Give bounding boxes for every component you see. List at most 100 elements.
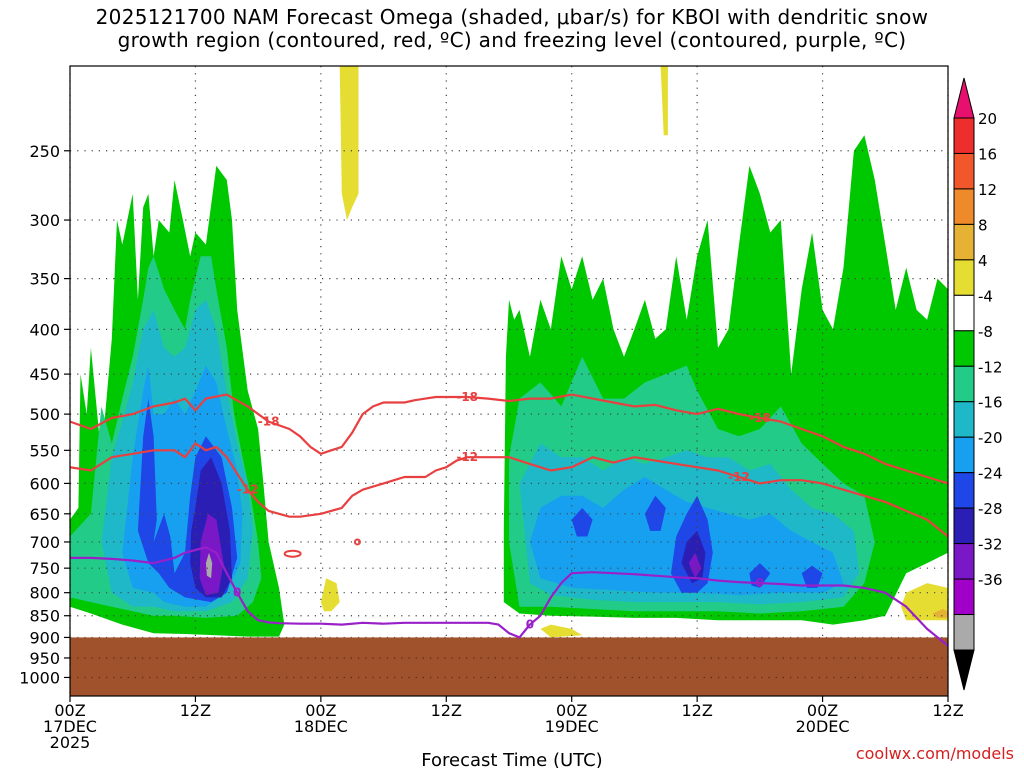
colorbar-box-1 xyxy=(953,152,975,190)
omega-band-plus4-top-right xyxy=(660,66,668,136)
ground-fill xyxy=(70,637,948,696)
colorbar: 20 16 12 8 4 -4 -8 -12 -16 -20 -24 -28 -32 -36 xyxy=(953,77,1003,691)
colorbar-box-5 xyxy=(953,294,975,332)
contour-label-0: 0 xyxy=(233,586,241,600)
site-credit[interactable]: coolwx.com/models xyxy=(855,744,1014,763)
x-tick-label-12-0: 12Z xyxy=(180,701,211,720)
y-tick-label-300: 300 xyxy=(29,211,60,230)
x-tick-label-0-2: 2025 xyxy=(50,733,91,752)
omega-band-plus4-top xyxy=(339,66,359,220)
omega-band-plus4-mid xyxy=(320,578,340,612)
plot-frame xyxy=(69,65,949,697)
y-tick-label-800: 800 xyxy=(29,584,60,603)
colorbar-label-8: -16 xyxy=(978,394,1003,412)
colorbar-box-4 xyxy=(953,259,975,296)
x-tick-label-48-1: 19DEC xyxy=(545,717,599,736)
omega-shading xyxy=(70,66,948,638)
omega-band-minus20-a xyxy=(571,507,593,537)
contour-blob-12 xyxy=(283,549,302,558)
y-tick-label-400: 400 xyxy=(29,320,60,339)
contour-label--18: -18 xyxy=(456,390,478,404)
colorbar-label-3: 8 xyxy=(978,216,988,234)
contour-line-0 xyxy=(70,546,948,647)
colorbar-label-0: 20 xyxy=(978,110,997,128)
colorbar-label-10: -24 xyxy=(978,465,1003,483)
colorbar-label-5: -4 xyxy=(978,287,993,305)
ground-layer xyxy=(70,637,948,696)
colorbar-box-9 xyxy=(953,436,975,474)
y-tick-label-900: 900 xyxy=(29,628,60,647)
colorbar-box-14 xyxy=(953,614,975,651)
colorbar-label-12: -32 xyxy=(978,536,1003,554)
colorbar-box-0 xyxy=(953,117,975,154)
colorbar-box-3 xyxy=(953,223,975,261)
y-tick-label-350: 350 xyxy=(29,270,60,289)
x-tick-label-0-1: 17DEC xyxy=(43,717,97,736)
x-tick-label-72-1: 20DEC xyxy=(796,717,850,736)
omega-band-plus4-low xyxy=(540,624,583,638)
y-tick-label-250: 250 xyxy=(29,142,60,161)
contour-label-0: 0 xyxy=(756,576,764,590)
y-tick-label-650: 650 xyxy=(29,505,60,524)
contour-label-0: 0 xyxy=(526,618,534,632)
omega-band-plus8-right xyxy=(932,609,948,618)
colorbar-box-12 xyxy=(953,543,975,580)
x-axis-title: Forecast Time (UTC) xyxy=(421,750,602,768)
x-tick-label-48-0: 00Z xyxy=(556,701,587,720)
x-tick-label-24-1: 18DEC xyxy=(294,717,348,736)
colorbar-label-11: -28 xyxy=(978,500,1003,518)
colorbar-box-10 xyxy=(953,472,975,509)
x-tick-label-24-0: 00Z xyxy=(305,701,336,720)
contour-label--12: -12 xyxy=(728,470,750,484)
colorbar-label-1: 16 xyxy=(978,145,997,163)
contour-label--18: -18 xyxy=(749,411,771,425)
colorbar-label-6: -8 xyxy=(978,323,993,341)
contour-dot-12 xyxy=(353,538,361,546)
title-line-1: 2025121700 NAM Forecast Omega (shaded, μ… xyxy=(95,5,929,29)
y-tick-label-850: 850 xyxy=(29,607,60,626)
y-tick-label-700: 700 xyxy=(29,533,60,552)
title-line-2: growth region (contoured, red, ºC) and f… xyxy=(117,28,907,52)
y-axis: 250 300 350 400 450 500 550 600 650 700 750 800 850 9… xyxy=(19,142,70,687)
contour-label--12: -12 xyxy=(456,450,478,464)
colorbar-box-13 xyxy=(953,578,975,616)
colorbar-label-13: -36 xyxy=(978,571,1003,589)
contour-label--12: -12 xyxy=(237,483,259,497)
y-tick-label-550: 550 xyxy=(29,441,60,460)
omega-band-minus28-left xyxy=(199,513,224,596)
colorbar-bottom-arrow xyxy=(953,649,975,691)
x-tick-label-72-0: 00Z xyxy=(807,701,838,720)
y-tick-label-750: 750 xyxy=(29,559,60,578)
colorbar-box-8 xyxy=(953,401,975,438)
x-tick-label-36-0: 12Z xyxy=(431,701,462,720)
contour-label--18: -18 xyxy=(258,415,280,429)
colorbar-top-arrow xyxy=(953,77,975,119)
x-tick-label-84-0: 12Z xyxy=(932,701,963,720)
colorbar-box-6 xyxy=(953,330,975,367)
y-tick-label-600: 600 xyxy=(29,474,60,493)
y-tick-label-950: 950 xyxy=(29,649,60,668)
omega-band-minus28-c xyxy=(688,552,702,579)
colorbar-label-4: 4 xyxy=(978,252,988,270)
contour-line--12 xyxy=(70,442,948,538)
colorbar-box-11 xyxy=(953,507,975,545)
x-tick-label-0-0: 00Z xyxy=(54,701,85,720)
contour-lines: -18 -18 -18 -12 -12 -12 0 0 0 xyxy=(70,390,948,647)
y-tick-label-500: 500 xyxy=(29,405,60,424)
contour-line--18 xyxy=(70,393,948,485)
omega-band-minus32-left xyxy=(205,552,213,579)
colorbar-box-7 xyxy=(953,365,975,403)
x-tick-label-60-0: 12Z xyxy=(681,701,712,720)
omega-band-minus20-d xyxy=(749,563,771,588)
colorbar-box-2 xyxy=(953,188,975,225)
colorbar-label-2: 12 xyxy=(978,181,997,199)
omega-band-minus20-e xyxy=(801,565,823,588)
y-tick-label-1000: 1000 xyxy=(19,668,60,687)
omega-band-minus20-b xyxy=(644,495,666,531)
colorbar-label-7: -12 xyxy=(978,358,1003,376)
y-tick-label-450: 450 xyxy=(29,365,60,384)
chart-title: 2025121700 NAM Forecast Omega (shaded, μ… xyxy=(0,6,1024,52)
colorbar-label-9: -20 xyxy=(978,429,1003,447)
